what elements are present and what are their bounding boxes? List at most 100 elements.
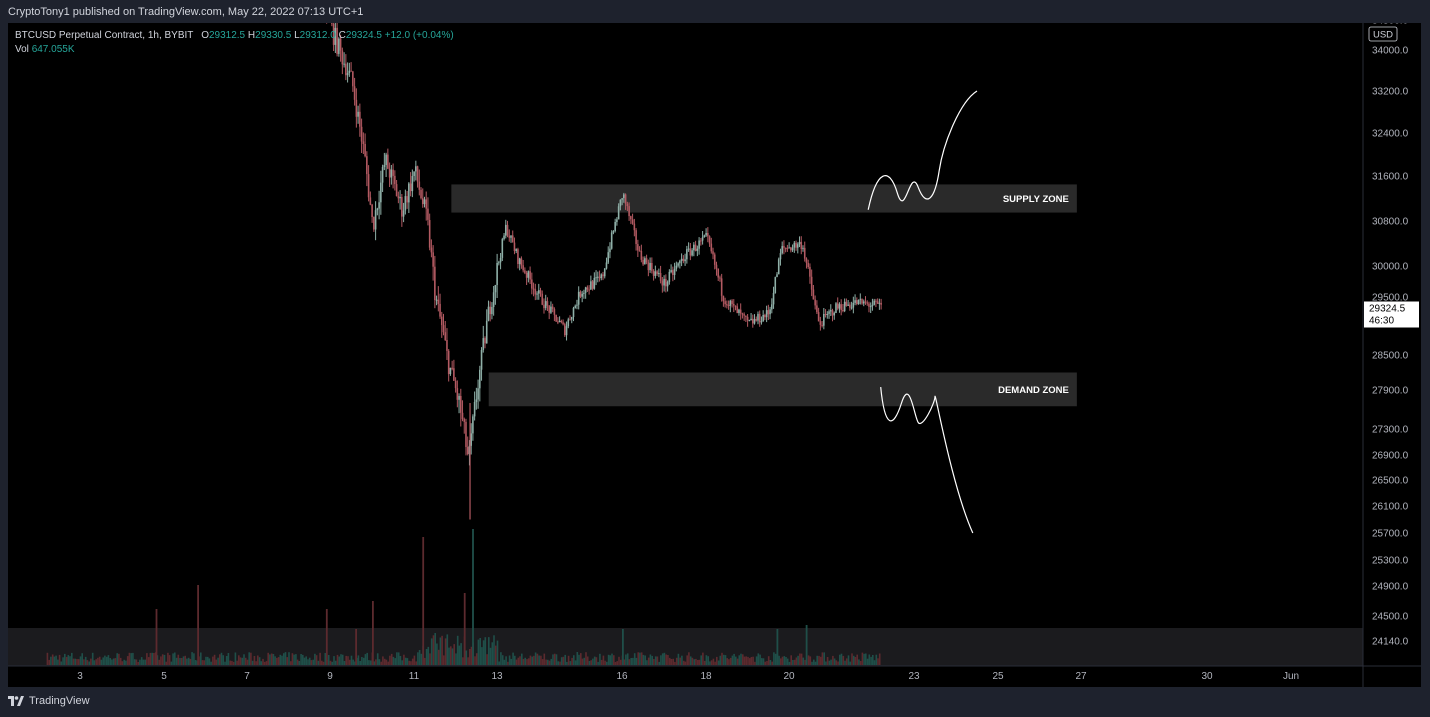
candle-body: [387, 154, 389, 169]
volume-bar: [167, 652, 169, 665]
candle-body: [427, 208, 429, 220]
volume-bar: [310, 660, 313, 665]
volume-bar: [336, 654, 339, 665]
last-price-countdown: 46:30: [1369, 316, 1394, 327]
volume-bar: [604, 660, 606, 665]
y-tick-label: 34500.0: [1372, 23, 1409, 27]
x-tick-label: 13: [491, 671, 503, 682]
volume-bar: [613, 655, 615, 665]
candle-body: [631, 219, 634, 224]
volume-bar: [804, 659, 806, 665]
candle-body: [413, 171, 415, 176]
volume-bar: [873, 660, 876, 665]
volume-bar: [437, 649, 440, 665]
volume-bar: [296, 659, 299, 665]
volume-bar: [140, 657, 143, 665]
candle-body: [715, 264, 718, 269]
candle-body: [461, 412, 464, 420]
volume-bar: [432, 635, 435, 665]
candle-body: [781, 246, 783, 254]
volume-bar: [733, 653, 735, 665]
tradingview-brand[interactable]: TradingView: [8, 695, 90, 707]
candle-body: [539, 290, 542, 294]
volume-bar: [424, 657, 426, 665]
candle-body: [380, 182, 382, 203]
volume-bar: [745, 656, 747, 665]
volume-bar: [757, 653, 760, 665]
candle-body: [567, 319, 570, 327]
candle-body: [875, 300, 877, 302]
candle-body: [805, 258, 808, 263]
volume-bar: [48, 659, 50, 665]
y-tick-label: 28500.0: [1372, 351, 1409, 362]
volume-bar: [46, 652, 49, 665]
candle-body: [508, 235, 511, 238]
volume-bar: [778, 655, 780, 665]
candle-body: [346, 73, 349, 76]
ohlc-close: 29324.5: [345, 30, 382, 41]
candle-body: [511, 235, 514, 243]
volume-bar: [443, 655, 445, 665]
candle-body: [336, 27, 338, 54]
volume-bar: [86, 660, 89, 665]
volume-bar: [270, 653, 273, 665]
candle-body: [492, 292, 495, 307]
last-price-tag: [1364, 301, 1419, 328]
volume-bar: [262, 658, 264, 665]
volume-bar: [514, 655, 516, 665]
volume-bar: [390, 653, 393, 665]
candle-body: [598, 276, 601, 279]
volume-bar: [130, 653, 132, 665]
candle-body: [367, 174, 370, 198]
volume-bar: [609, 655, 612, 665]
candle-body: [751, 318, 754, 324]
volume-bar: [458, 645, 461, 665]
volume-bar: [729, 657, 732, 665]
candle-body: [590, 281, 592, 290]
candle-body: [517, 249, 519, 264]
volume-bar: [475, 653, 478, 665]
volume-bar: [236, 660, 238, 665]
volume-bar: [410, 661, 412, 665]
candle-body: [838, 304, 841, 309]
zone-layer: SUPPLY ZONE DEMAND ZONE: [451, 184, 1077, 407]
candle-body: [498, 262, 500, 264]
x-tick-label: 25: [992, 671, 1004, 682]
candle-body: [430, 247, 433, 253]
candle-layer: [326, 23, 882, 520]
candle-body: [610, 232, 613, 249]
candle-body: [458, 396, 460, 400]
volume-bar: [517, 657, 520, 665]
volume-bar: [543, 653, 546, 665]
volume-bar: [420, 653, 423, 665]
volume-bar: [257, 655, 259, 665]
candle-body: [758, 313, 761, 323]
volume-bar: [67, 655, 70, 665]
volume-bar: [467, 657, 469, 665]
candle-body: [332, 23, 335, 45]
y-tick-label: 34000.0: [1372, 46, 1409, 57]
x-tick-label: 16: [616, 671, 628, 682]
volume-bar: [83, 659, 85, 665]
candle-body: [397, 196, 400, 199]
candle-body: [868, 303, 870, 307]
candle-body: [586, 287, 589, 290]
volume-bar: [851, 653, 853, 665]
volume-bar: [567, 655, 570, 665]
volume-bar: [688, 652, 690, 665]
volume-bar: [844, 660, 846, 665]
candle-body: [757, 313, 759, 321]
volume-bar: [53, 656, 56, 665]
candle-body: [642, 259, 644, 265]
y-tick-label: 31600.0: [1372, 172, 1409, 183]
volume-bar: [845, 658, 848, 665]
candle-body: [341, 50, 344, 65]
volume-bar: [566, 661, 568, 665]
candle-body: [581, 293, 583, 297]
volume-bar: [444, 638, 447, 665]
volume-bar: [385, 659, 388, 665]
volume-bar: [373, 661, 375, 665]
volume-bar: [619, 659, 622, 665]
